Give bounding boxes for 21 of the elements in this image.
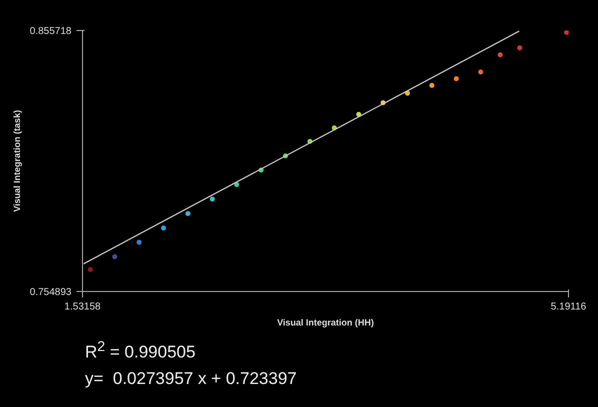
text: y= 0.0273957 x + 0.723397 bbox=[85, 368, 297, 390]
point bbox=[498, 52, 503, 58]
y-axis-title: Visual Integration (task) bbox=[12, 110, 22, 212]
point bbox=[136, 240, 142, 245]
point bbox=[112, 254, 118, 260]
x-axis-title: Visual Integration (HH) bbox=[277, 318, 374, 328]
y-tick-label: 0.855718 bbox=[30, 26, 72, 37]
point bbox=[88, 266, 93, 272]
point bbox=[234, 182, 240, 188]
point bbox=[161, 226, 166, 231]
point bbox=[429, 82, 434, 88]
point bbox=[454, 76, 459, 82]
point bbox=[185, 211, 190, 216]
text: R$^{2}$ = 0.990505 bbox=[85, 338, 196, 364]
x-tick-label: 1.53158 bbox=[64, 302, 102, 312]
point bbox=[210, 196, 215, 202]
x-tick-label: 5.19116 bbox=[550, 302, 587, 312]
y-tick-label: 0.754893 bbox=[30, 287, 72, 298]
point bbox=[564, 30, 568, 35]
point bbox=[478, 69, 484, 74]
point bbox=[517, 45, 522, 50]
